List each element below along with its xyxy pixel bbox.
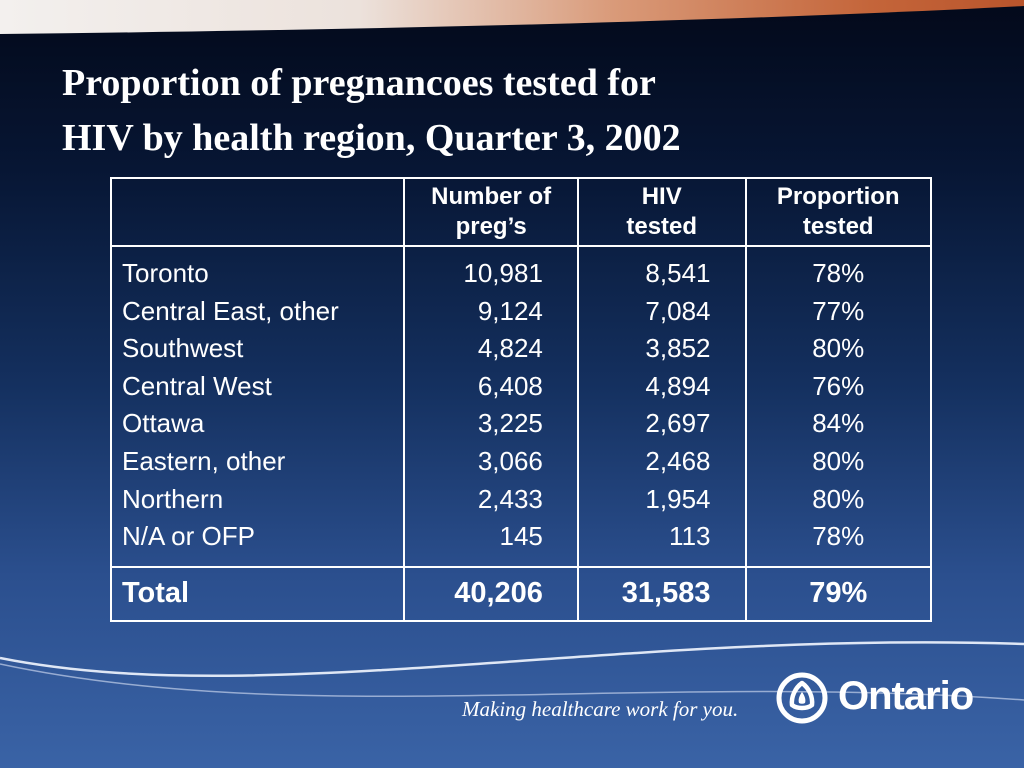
table-header-row: Number of preg’s HIV tested Proportion t…	[109, 178, 932, 247]
footer-tagline: Making healthcare work for you.	[462, 697, 739, 721]
pregnancies-cell: 4,824	[477, 333, 543, 364]
hiv-tested-cell: 2,697	[645, 408, 711, 439]
ontario-trillium-icon	[776, 672, 828, 724]
total-label: Total	[109, 565, 406, 621]
proportion-cell: 76%	[812, 370, 865, 401]
header-pregnancies: Number of preg’s	[403, 178, 579, 247]
pregnancies-cell: 10,981	[463, 258, 543, 288]
total-hiv-tested: 31,583	[576, 565, 747, 621]
hiv-tested-cell: 1,954	[645, 483, 711, 514]
pregnancies-cell: 3,066	[477, 445, 543, 476]
hiv-tested-cell: 3,852	[645, 333, 711, 364]
region-cell: Central East, other	[122, 295, 339, 326]
header-hiv-tested-line-2: tested	[626, 213, 698, 240]
pregnancies-cell: 6,408	[477, 370, 543, 401]
region-cell: Toronto	[122, 258, 209, 288]
header-pregnancies-line-1: Number of	[431, 183, 552, 210]
hiv-tested-cell: 4,894	[645, 370, 711, 401]
hiv-testing-table: Number of preg’s HIV tested Proportion t…	[109, 177, 932, 622]
region-cell: Eastern, other	[122, 445, 286, 476]
header-proportion: Proportion tested	[744, 178, 932, 247]
title-line-2: HIV by health region, Quarter 3, 2002	[62, 117, 681, 159]
footer-swoosh	[0, 641, 1024, 701]
slide-title: Proportion of pregnancoes tested for HIV…	[62, 56, 962, 166]
total-pregnancies: 40,206	[403, 565, 579, 621]
ontario-logo-text: Ontario	[838, 674, 974, 718]
pregnancies-cell: 9,124	[477, 295, 543, 326]
proportion-cell: 78%	[812, 258, 865, 288]
top-decorative-band	[0, 0, 1024, 34]
header-pregnancies-line-2: preg’s	[455, 213, 527, 240]
hiv-tested-cell: 113	[669, 521, 711, 552]
proportion-cell: 80%	[812, 483, 865, 514]
total-proportion: 79%	[744, 565, 932, 621]
pregnancies-cell: 3,225	[477, 408, 543, 439]
hiv-tested-cell: 7,084	[645, 295, 711, 326]
table-body-row: Toronto Central East, other Southwest Ce…	[109, 246, 932, 567]
region-cell: Central West	[122, 370, 272, 401]
header-hiv-tested-line-1: HIV	[641, 183, 682, 210]
pregnancies-column: 10,981 9,124 4,824 6,408 3,225 3,066 2,4…	[403, 246, 579, 567]
hiv-tested-column: 8,541 7,084 3,852 4,894 2,697 2,468 1,95…	[576, 246, 747, 567]
header-proportion-line-2: tested	[802, 213, 874, 240]
pregnancies-cell: 145	[499, 521, 543, 552]
region-cell: N/A or OFP	[122, 521, 255, 552]
proportion-cell: 84%	[812, 408, 865, 439]
header-hiv-tested: HIV tested	[576, 178, 747, 247]
header-region	[109, 178, 406, 247]
total-row: Total 40,206 31,583 79%	[109, 565, 932, 621]
hiv-tested-cell: 2,468	[645, 445, 711, 476]
region-cell: Southwest	[122, 333, 244, 364]
proportion-column: 78% 77% 80% 76% 84% 80% 80% 78%	[744, 246, 932, 567]
region-column: Toronto Central East, other Southwest Ce…	[109, 246, 406, 567]
proportion-cell: 77%	[812, 295, 865, 326]
region-cell: Northern	[122, 483, 224, 514]
header-proportion-line-1: Proportion	[776, 183, 900, 210]
title-line-1: Proportion of pregnancoes tested for	[62, 62, 656, 104]
pregnancies-cell: 2,433	[477, 483, 543, 514]
region-cell: Ottawa	[122, 408, 205, 439]
hiv-tested-cell: 8,541	[645, 258, 711, 288]
proportion-cell: 78%	[812, 521, 865, 552]
proportion-cell: 80%	[812, 445, 865, 476]
proportion-cell: 80%	[812, 333, 865, 364]
